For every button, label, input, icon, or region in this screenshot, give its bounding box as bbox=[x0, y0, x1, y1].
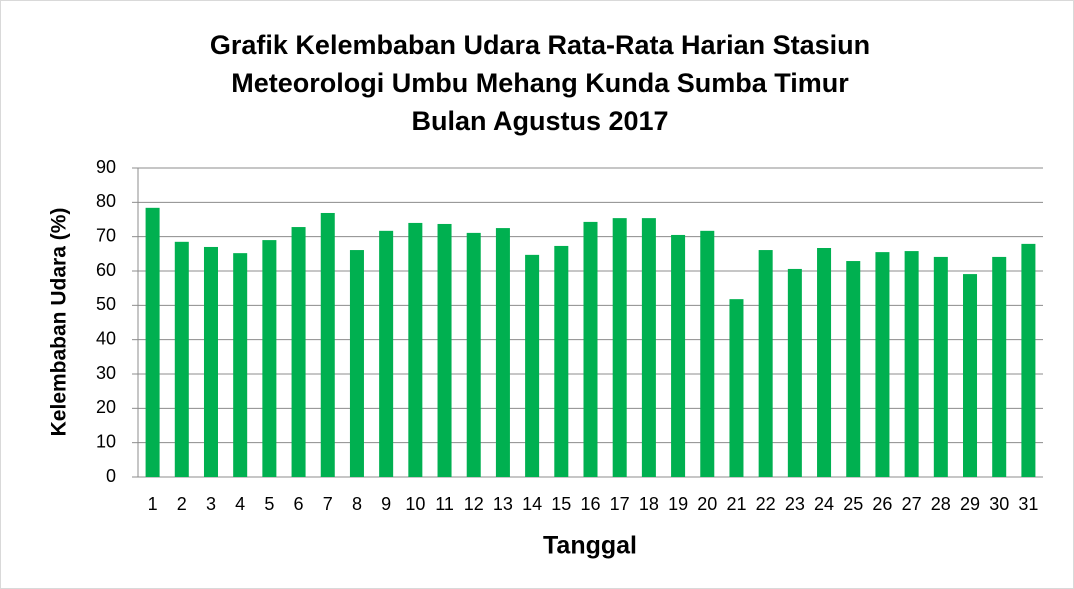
x-tick-label: 15 bbox=[551, 494, 571, 514]
bar bbox=[379, 230, 394, 477]
bar bbox=[495, 228, 510, 477]
x-tick-label: 20 bbox=[697, 494, 717, 514]
y-axis-title: Kelembaban Udara (%) bbox=[48, 208, 71, 437]
x-tick-label: 23 bbox=[785, 494, 805, 514]
bar bbox=[437, 223, 452, 477]
x-tick-label: 11 bbox=[435, 494, 454, 514]
x-tick-label: 26 bbox=[872, 494, 892, 514]
x-tick-label: 31 bbox=[1018, 494, 1038, 514]
y-tick-label: 30 bbox=[96, 363, 116, 383]
x-tick-label: 22 bbox=[756, 494, 776, 514]
bar bbox=[612, 218, 627, 478]
x-tick-label: 5 bbox=[264, 494, 274, 514]
bar bbox=[817, 247, 832, 477]
chart-title: Bulan Agustus 2017 bbox=[411, 106, 668, 136]
bar bbox=[145, 207, 160, 477]
bar bbox=[758, 250, 773, 477]
x-tick-label: 25 bbox=[843, 494, 863, 514]
bar bbox=[583, 221, 598, 477]
x-tick-label: 17 bbox=[610, 494, 630, 514]
y-tick-label: 0 bbox=[106, 466, 116, 486]
bar bbox=[203, 246, 218, 477]
x-tick-label: 16 bbox=[580, 494, 600, 514]
bar bbox=[320, 212, 335, 477]
bar bbox=[233, 253, 248, 477]
x-tick-label: 8 bbox=[352, 494, 362, 514]
y-tick-label: 10 bbox=[96, 431, 116, 451]
bar bbox=[963, 274, 978, 477]
bar bbox=[875, 252, 890, 477]
x-tick-label: 2 bbox=[177, 494, 187, 514]
x-tick-label: 21 bbox=[726, 494, 746, 514]
bar bbox=[554, 245, 569, 477]
x-tick-label: 4 bbox=[235, 494, 245, 514]
y-tick-label: 90 bbox=[96, 157, 116, 177]
x-tick-label: 10 bbox=[405, 494, 425, 514]
bar bbox=[466, 232, 481, 477]
x-tick-label: 28 bbox=[931, 494, 951, 514]
bar bbox=[1021, 243, 1036, 477]
x-tick-label: 27 bbox=[902, 494, 922, 514]
chart-title: Grafik Kelembaban Udara Rata-Rata Harian… bbox=[210, 30, 870, 60]
x-tick-label: 19 bbox=[668, 494, 688, 514]
chart-title: Meteorologi Umbu Mehang Kunda Sumba Timu… bbox=[231, 68, 849, 98]
bar bbox=[846, 261, 861, 477]
bar bbox=[525, 254, 540, 477]
x-tick-label: 13 bbox=[493, 494, 513, 514]
bar bbox=[349, 250, 364, 477]
bar bbox=[291, 227, 306, 477]
bar bbox=[408, 222, 423, 477]
x-tick-label: 9 bbox=[381, 494, 391, 514]
y-tick-label: 70 bbox=[96, 225, 116, 245]
bar bbox=[174, 241, 189, 477]
y-tick-label: 80 bbox=[96, 191, 116, 211]
bar bbox=[671, 234, 686, 477]
x-tick-label: 14 bbox=[522, 494, 542, 514]
x-tick-label: 12 bbox=[464, 494, 484, 514]
bar bbox=[992, 256, 1007, 477]
bar bbox=[641, 218, 656, 478]
bar bbox=[904, 251, 919, 477]
x-tick-label: 6 bbox=[294, 494, 304, 514]
x-tick-label: 1 bbox=[148, 494, 158, 514]
x-tick-label: 24 bbox=[814, 494, 834, 514]
x-tick-label: 18 bbox=[639, 494, 659, 514]
bar bbox=[787, 268, 802, 477]
bar bbox=[700, 230, 715, 477]
y-tick-label: 40 bbox=[96, 328, 116, 348]
x-tick-label: 3 bbox=[206, 494, 216, 514]
y-tick-label: 20 bbox=[96, 397, 116, 417]
bar bbox=[729, 299, 744, 477]
y-tick-label: 60 bbox=[96, 260, 116, 280]
bar bbox=[933, 256, 948, 477]
bar bbox=[262, 240, 277, 477]
x-axis-title: Tanggal bbox=[543, 532, 637, 560]
x-tick-label: 29 bbox=[960, 494, 980, 514]
x-tick-label: 7 bbox=[323, 494, 333, 514]
y-tick-label: 50 bbox=[96, 294, 116, 314]
x-tick-label: 30 bbox=[989, 494, 1009, 514]
